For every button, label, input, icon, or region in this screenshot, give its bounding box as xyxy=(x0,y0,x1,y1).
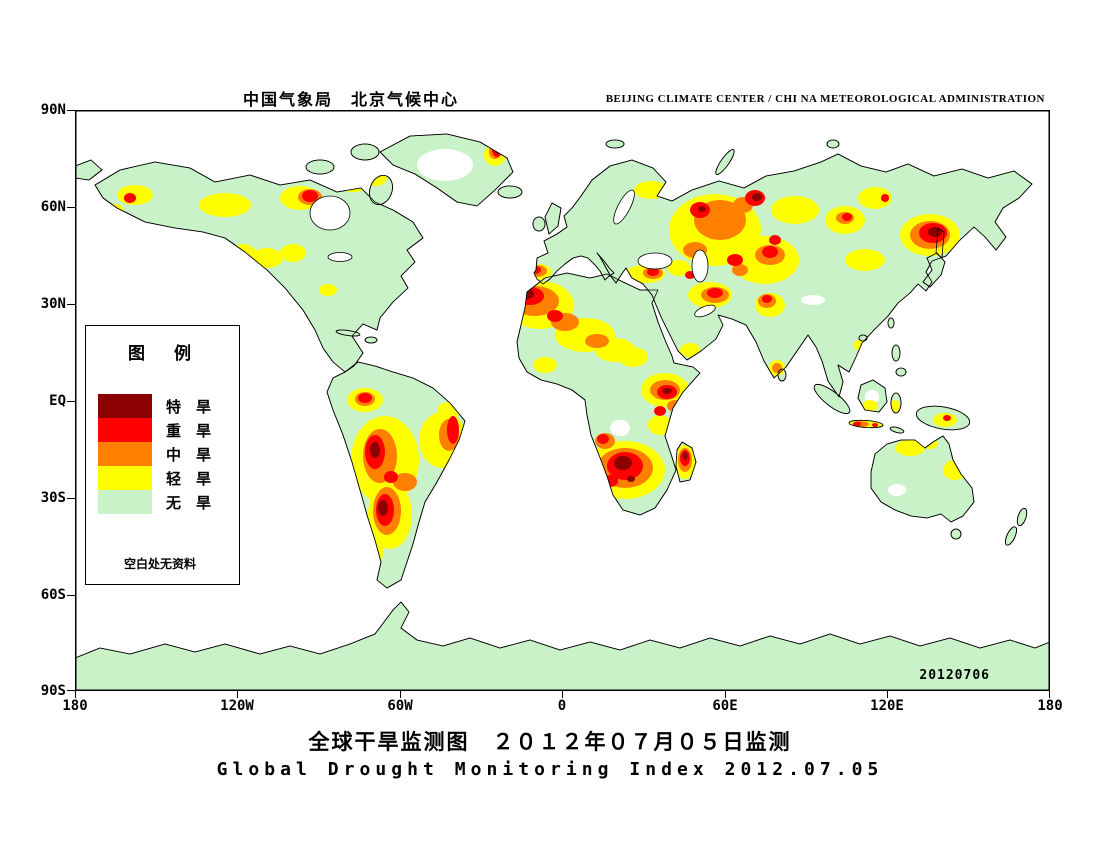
y-tick-label: 30N xyxy=(40,296,66,312)
x-tick-label: 180 xyxy=(62,698,88,714)
legend-note: 空白处无资料 xyxy=(124,557,197,571)
axis-tick xyxy=(75,691,76,698)
x-tick-label: 60E xyxy=(712,698,738,714)
x-tick-label: 180 xyxy=(1037,698,1063,714)
axis-tick xyxy=(887,691,888,698)
legend-label: 中 旱 xyxy=(166,446,212,464)
axis-tick xyxy=(67,401,75,402)
legend-item: 中 旱 xyxy=(98,442,211,466)
y-tick-label: 90N xyxy=(40,102,66,118)
date-stamp: 20120706 xyxy=(919,668,990,683)
x-tick-label: 60W xyxy=(387,698,413,714)
axis-tick xyxy=(1049,691,1050,698)
map-title-en: Global Drought Monitoring Index 2012.07.… xyxy=(216,759,884,780)
x-tick-label: 0 xyxy=(557,698,567,714)
legend-label: 特 旱 xyxy=(166,398,212,416)
legend-item: 无 旱 xyxy=(98,490,211,514)
map-title-cn: 全球干旱监测图 ２０１２年０７月０５日监测 xyxy=(308,731,792,754)
legend: 图 例 特 旱 重 旱 中 旱 轻 旱 无 旱 空白处无资料 xyxy=(85,325,240,585)
axis-tick xyxy=(562,691,563,698)
y-tick-label: 90S xyxy=(40,683,66,699)
legend-item: 重 旱 xyxy=(98,418,211,442)
axis-tick xyxy=(67,690,75,691)
y-tick-label: 30S xyxy=(40,490,66,506)
legend-swatch-light xyxy=(98,466,152,490)
map-border xyxy=(75,110,1050,691)
axis-tick xyxy=(725,691,726,698)
inland-water-layer xyxy=(309,189,716,318)
legend-label: 无 旱 xyxy=(166,494,212,512)
world-map xyxy=(74,110,1051,692)
agency-title-en: BEIJING CLIMATE CENTER / CHI NA METEOROL… xyxy=(605,93,1045,105)
y-tick-label: 60N xyxy=(40,199,66,215)
legend-label: 重 旱 xyxy=(166,422,212,440)
legend-rows: 特 旱 重 旱 中 旱 轻 旱 无 旱 xyxy=(98,394,211,514)
axis-tick xyxy=(67,110,75,111)
axis-tick xyxy=(400,691,401,698)
legend-swatch-extreme xyxy=(98,394,152,418)
legend-swatch-none xyxy=(98,490,152,514)
agency-title-cn: 中国气象局 北京气候中心 xyxy=(243,92,460,109)
legend-title: 图 例 xyxy=(128,344,197,363)
axis-tick xyxy=(67,498,75,499)
axis-tick xyxy=(67,304,75,305)
legend-label: 轻 旱 xyxy=(166,470,212,488)
x-tick-label: 120E xyxy=(870,698,904,714)
y-tick-label: EQ xyxy=(49,393,66,409)
legend-swatch-severe xyxy=(98,418,152,442)
legend-swatch-moderate xyxy=(98,442,152,466)
axis-tick xyxy=(67,207,75,208)
legend-item: 轻 旱 xyxy=(98,466,211,490)
legend-item: 特 旱 xyxy=(98,394,211,418)
y-tick-label: 60S xyxy=(40,587,66,603)
x-tick-label: 120W xyxy=(220,698,254,714)
map-frame xyxy=(74,110,1051,692)
axis-tick xyxy=(237,691,238,698)
axis-tick xyxy=(67,595,75,596)
